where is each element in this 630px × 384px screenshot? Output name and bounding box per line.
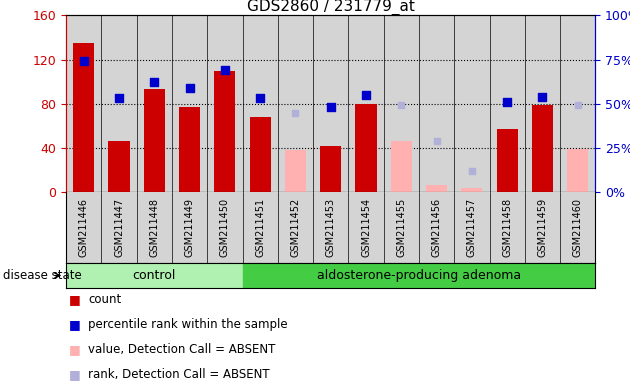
Point [467, 168, 477, 174]
Text: GSM211451: GSM211451 [255, 198, 265, 257]
Point [220, 67, 230, 73]
Text: rank, Detection Call = ABSENT: rank, Detection Call = ABSENT [88, 368, 270, 381]
Point [185, 85, 195, 91]
Text: count: count [88, 293, 122, 306]
Point [114, 95, 124, 101]
Point [290, 109, 301, 116]
Bar [532, 105, 553, 192]
Text: GSM211456: GSM211456 [432, 198, 442, 257]
Bar [108, 141, 130, 192]
Text: ■: ■ [69, 368, 81, 381]
Text: percentile rank within the sample: percentile rank within the sample [88, 318, 288, 331]
Bar [567, 149, 588, 192]
Text: disease state: disease state [3, 269, 82, 282]
Point [432, 138, 442, 144]
Text: GSM211459: GSM211459 [537, 198, 547, 257]
Bar [249, 117, 271, 192]
Bar [461, 188, 483, 192]
Point [396, 103, 406, 109]
Text: GSM211460: GSM211460 [573, 198, 583, 257]
Title: GDS2860 / 231779_at: GDS2860 / 231779_at [247, 0, 415, 15]
Bar [73, 43, 94, 192]
Text: GSM211452: GSM211452 [290, 198, 301, 257]
Bar [355, 104, 377, 192]
Text: GSM211457: GSM211457 [467, 198, 477, 257]
Text: GSM211458: GSM211458 [502, 198, 512, 257]
Text: control: control [133, 269, 176, 282]
Text: GSM211453: GSM211453 [326, 198, 336, 257]
Text: ■: ■ [69, 293, 81, 306]
Bar [391, 141, 412, 192]
Point [573, 103, 583, 109]
Point [326, 104, 336, 110]
Bar [214, 71, 236, 192]
Text: ■: ■ [69, 343, 81, 356]
Point [502, 99, 512, 105]
Point [361, 92, 371, 98]
Point [255, 95, 265, 101]
Text: ■: ■ [69, 318, 81, 331]
Bar [285, 150, 306, 192]
Text: GSM211454: GSM211454 [361, 198, 371, 257]
Bar [426, 185, 447, 192]
Bar [320, 146, 341, 192]
Text: value, Detection Call = ABSENT: value, Detection Call = ABSENT [88, 343, 275, 356]
Text: GSM211446: GSM211446 [79, 198, 89, 257]
Point [149, 79, 159, 86]
Text: GSM211448: GSM211448 [149, 198, 159, 257]
Point [79, 58, 89, 65]
Point [537, 94, 547, 100]
Bar [144, 89, 165, 192]
Text: GSM211455: GSM211455 [396, 198, 406, 257]
Bar [496, 129, 518, 192]
Bar [179, 107, 200, 192]
Text: GSM211450: GSM211450 [220, 198, 230, 257]
Text: GSM211449: GSM211449 [185, 198, 195, 257]
Text: aldosterone-producing adenoma: aldosterone-producing adenoma [317, 269, 521, 282]
Text: GSM211447: GSM211447 [114, 198, 124, 257]
